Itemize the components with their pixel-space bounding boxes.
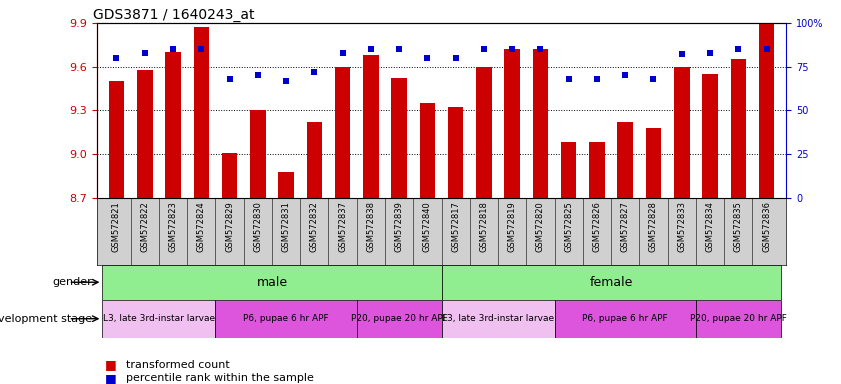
Text: GSM572821: GSM572821: [112, 201, 121, 252]
Text: P6, pupae 6 hr APF: P6, pupae 6 hr APF: [243, 314, 329, 323]
Text: GSM572834: GSM572834: [706, 201, 715, 252]
Point: [675, 51, 689, 58]
Text: GSM572823: GSM572823: [168, 201, 177, 252]
Bar: [696, 300, 780, 338]
Bar: [554, 300, 696, 338]
Point: [279, 78, 293, 84]
Bar: [103, 265, 442, 300]
Point: [393, 46, 406, 52]
Bar: [165, 52, 181, 198]
Text: GSM572830: GSM572830: [253, 201, 262, 252]
Bar: [215, 300, 357, 338]
Bar: [335, 67, 351, 198]
Text: P6, pupae 6 hr APF: P6, pupae 6 hr APF: [583, 314, 668, 323]
Text: ■: ■: [105, 372, 117, 384]
Text: GSM572832: GSM572832: [309, 201, 319, 252]
Bar: [193, 27, 209, 198]
Text: P20, pupae 20 hr APF: P20, pupae 20 hr APF: [351, 314, 447, 323]
Point: [223, 76, 236, 82]
Text: GSM572827: GSM572827: [621, 201, 630, 252]
Point: [732, 46, 745, 52]
Bar: [759, 23, 775, 198]
Text: GSM572826: GSM572826: [592, 201, 601, 252]
Text: GSM572818: GSM572818: [479, 201, 489, 252]
Bar: [442, 300, 554, 338]
Text: GSM572835: GSM572835: [734, 201, 743, 252]
Bar: [702, 74, 718, 198]
Text: gender: gender: [53, 277, 93, 287]
Text: GSM572819: GSM572819: [508, 201, 516, 252]
Point: [110, 55, 124, 61]
Text: female: female: [590, 276, 632, 289]
Text: GSM572838: GSM572838: [367, 201, 375, 252]
Text: P20, pupae 20 hr APF: P20, pupae 20 hr APF: [690, 314, 786, 323]
Point: [308, 69, 321, 75]
Text: GSM572822: GSM572822: [140, 201, 149, 252]
Bar: [420, 103, 435, 198]
Text: GSM572836: GSM572836: [762, 201, 771, 252]
Text: percentile rank within the sample: percentile rank within the sample: [126, 373, 314, 383]
Point: [336, 50, 349, 56]
Bar: [103, 300, 215, 338]
Text: GDS3871 / 1640243_at: GDS3871 / 1640243_at: [93, 8, 255, 22]
Point: [703, 50, 717, 56]
Point: [534, 46, 547, 52]
Text: GSM572833: GSM572833: [677, 201, 686, 252]
Text: ■: ■: [105, 358, 117, 371]
Point: [647, 76, 660, 82]
Text: GSM572817: GSM572817: [451, 201, 460, 252]
Point: [759, 46, 773, 52]
Text: GSM572825: GSM572825: [564, 201, 574, 252]
Text: development stage: development stage: [0, 314, 93, 324]
Point: [449, 55, 463, 61]
Text: GSM572824: GSM572824: [197, 201, 206, 252]
Bar: [357, 300, 442, 338]
Bar: [307, 122, 322, 198]
Point: [562, 76, 575, 82]
Bar: [448, 108, 463, 198]
Bar: [590, 142, 605, 198]
Bar: [505, 49, 520, 198]
Text: GSM572820: GSM572820: [536, 201, 545, 252]
Text: male: male: [257, 276, 288, 289]
Bar: [137, 70, 152, 198]
Point: [477, 46, 490, 52]
Bar: [363, 55, 378, 198]
Text: GSM572831: GSM572831: [282, 201, 291, 252]
Text: GSM572840: GSM572840: [423, 201, 432, 252]
Text: GSM572839: GSM572839: [394, 201, 404, 252]
Text: L3, late 3rd-instar larvae: L3, late 3rd-instar larvae: [103, 314, 215, 323]
Bar: [250, 110, 266, 198]
Point: [505, 46, 519, 52]
Text: transformed count: transformed count: [126, 360, 230, 370]
Point: [251, 72, 265, 78]
Bar: [731, 60, 746, 198]
Text: GSM572837: GSM572837: [338, 201, 347, 252]
Bar: [476, 67, 492, 198]
Point: [364, 46, 378, 52]
Bar: [391, 78, 407, 198]
Point: [618, 72, 632, 78]
Bar: [108, 81, 124, 198]
Point: [194, 46, 208, 52]
Point: [167, 46, 180, 52]
Bar: [442, 265, 780, 300]
Bar: [561, 142, 576, 198]
Text: GSM572829: GSM572829: [225, 201, 234, 252]
Bar: [278, 172, 294, 198]
Text: L3, late 3rd-instar larvae: L3, late 3rd-instar larvae: [442, 314, 554, 323]
Bar: [532, 49, 548, 198]
Bar: [674, 67, 690, 198]
Text: GSM572828: GSM572828: [649, 201, 658, 252]
Bar: [222, 152, 237, 198]
Bar: [646, 128, 661, 198]
Point: [420, 55, 434, 61]
Point: [138, 50, 151, 56]
Bar: [617, 122, 633, 198]
Point: [590, 76, 604, 82]
